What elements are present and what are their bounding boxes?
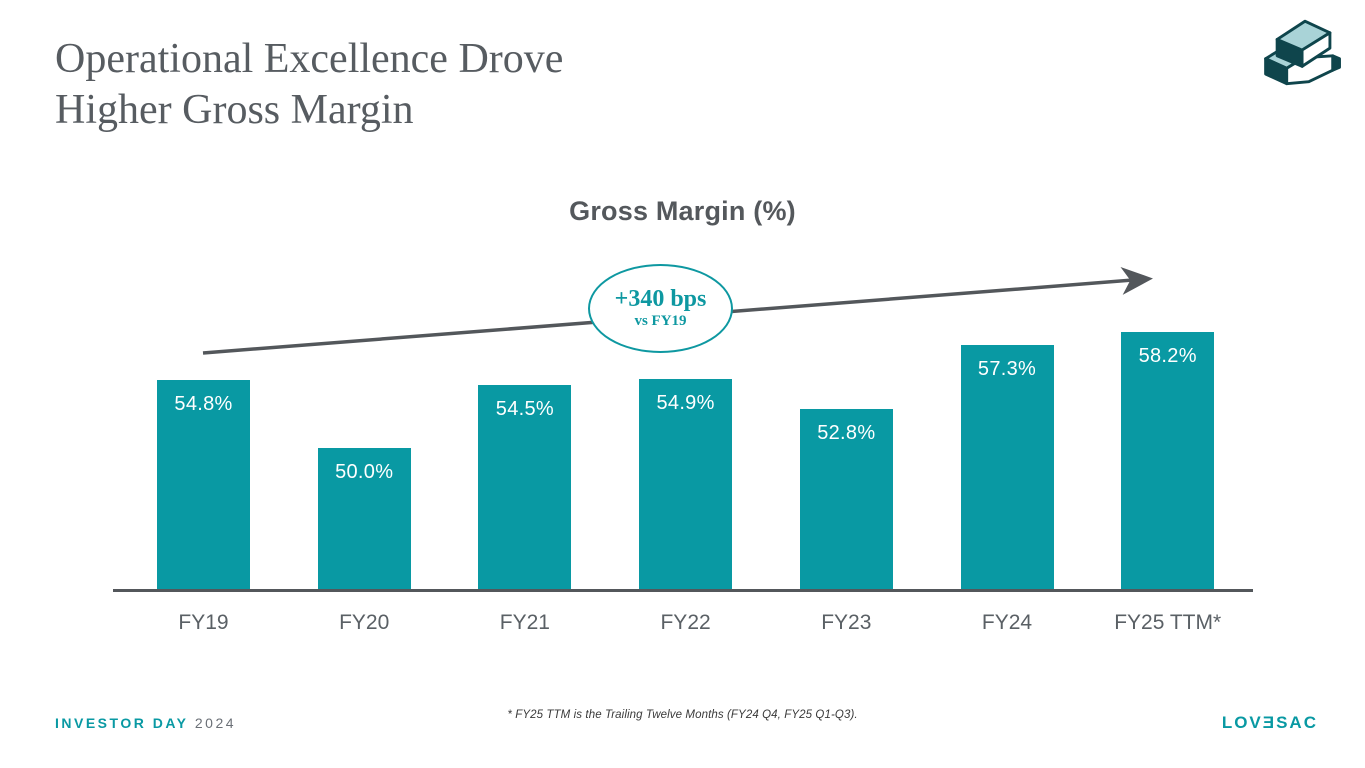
bar-value-label: 50.0% xyxy=(335,461,394,483)
bar-value-label: 54.9% xyxy=(656,391,715,414)
bar-chart-area: 54.8% 50.0% 54.5% 54.9% 52.8% 57.3% 58.2% xyxy=(113,307,1253,589)
x-axis-label: FY25 TTM* xyxy=(1114,611,1222,634)
footer-event: INVESTOR DAY 2024 xyxy=(55,715,236,731)
annotation-comparison: vs FY19 xyxy=(634,313,687,330)
lovesac-logo-icon xyxy=(1264,19,1341,86)
bar-value-label: 52.8% xyxy=(817,421,876,444)
bar-fy20: 50.0% xyxy=(317,448,411,589)
slide-title-line1: Operational Excellence Drove xyxy=(55,36,564,82)
bar-fy25-ttm: 58.2% xyxy=(1121,332,1215,589)
bar-fy21: 54.5% xyxy=(478,384,572,589)
x-axis-label: FY19 xyxy=(178,611,229,634)
bar-value-label: 54.5% xyxy=(495,397,554,420)
bar-fy19: 54.8% xyxy=(157,380,250,589)
annotation-value: +340 bps xyxy=(614,285,707,312)
bar-fy22: 54.9% xyxy=(639,378,733,589)
slide-title: Operational Excellence Drove Higher Gros… xyxy=(55,34,563,136)
bar-value-label: 54.8% xyxy=(174,393,233,416)
footer-event-year: 2024 xyxy=(194,715,237,731)
bar-value-label: 57.3% xyxy=(977,358,1037,381)
bar-fy24: 57.3% xyxy=(960,345,1054,589)
chart-title: Gross Margin (%) xyxy=(569,196,796,226)
bar-fy23: 52.8% xyxy=(799,408,893,589)
footer-event-label: INVESTOR DAY xyxy=(55,715,189,731)
x-axis-label: FY22 xyxy=(660,611,711,634)
brand-wordmark: LOVƎSAC xyxy=(1221,713,1318,732)
x-axis-label: FY24 xyxy=(981,611,1033,634)
x-axis-label: FY21 xyxy=(499,611,550,634)
slide-title-line2: Higher Gross Margin xyxy=(55,87,414,134)
bar-value-label: 58.2% xyxy=(1138,345,1197,368)
x-axis-line xyxy=(113,589,1253,592)
x-axis-labels: FY19 FY20 FY21 FY22 FY23 FY24 FY25 TTM* xyxy=(113,611,1253,641)
x-axis-label: FY20 xyxy=(339,611,390,634)
x-axis-label: FY23 xyxy=(821,611,872,634)
footnote: * FY25 TTM is the Trailing Twelve Months… xyxy=(507,709,858,721)
annotation-bubble: +340 bps vs FY19 xyxy=(588,264,733,353)
